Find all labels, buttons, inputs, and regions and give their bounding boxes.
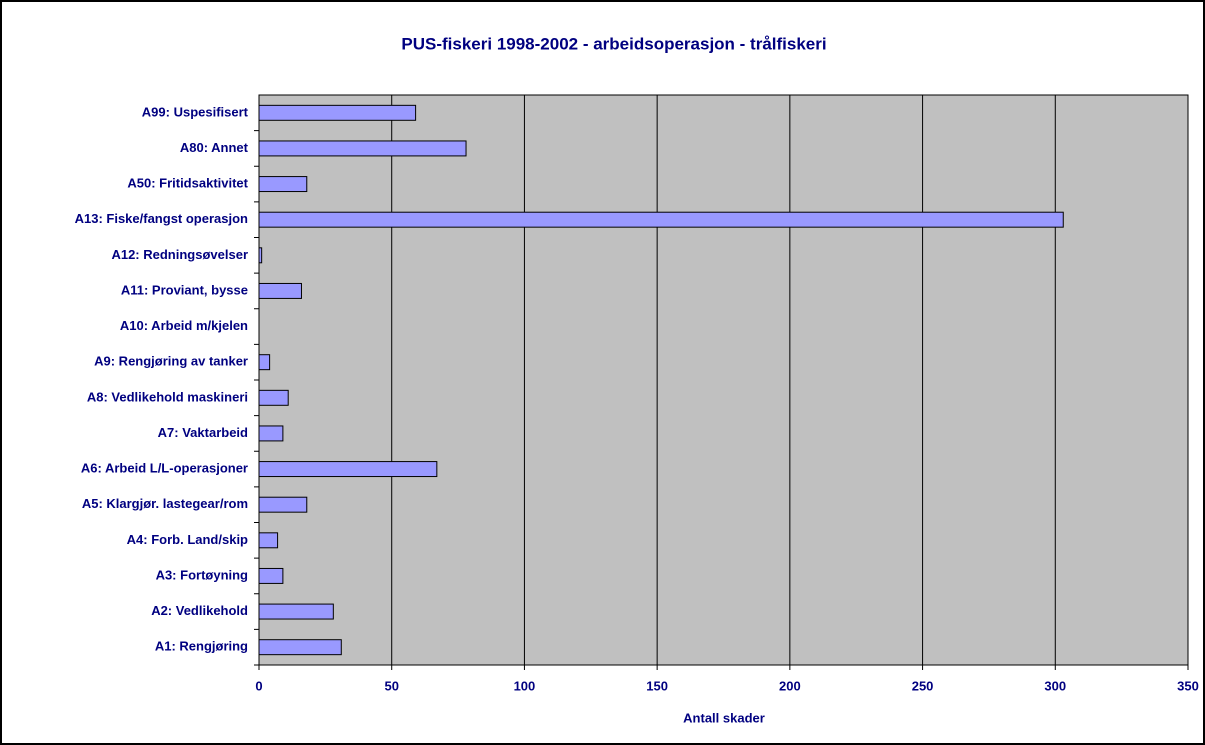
x-tick-label: 300 bbox=[1044, 678, 1066, 693]
bar bbox=[258, 104, 417, 121]
bar bbox=[258, 247, 263, 264]
y-tick-label: A50: Fritidsaktivitet bbox=[127, 176, 248, 191]
x-tick-label: 0 bbox=[255, 678, 262, 693]
bar bbox=[258, 140, 467, 157]
chart-title: PUS-fiskeri 1998-2002 - arbeidsoperasjon… bbox=[401, 34, 826, 53]
plot-area bbox=[259, 95, 1188, 665]
x-axis-title: Antall skader bbox=[683, 710, 765, 725]
bar bbox=[258, 354, 271, 371]
y-tick-label: A3: Fortøyning bbox=[156, 567, 248, 582]
bar bbox=[258, 567, 284, 584]
x-tick-label: 250 bbox=[912, 678, 934, 693]
x-tick-label: 100 bbox=[514, 678, 536, 693]
bar bbox=[258, 603, 334, 620]
y-tick-label: A8: Vedlikehold maskineri bbox=[87, 389, 248, 404]
bar bbox=[258, 176, 308, 193]
y-tick-label: A80: Annet bbox=[180, 140, 249, 155]
bar bbox=[258, 211, 1064, 228]
x-tick-label: 50 bbox=[384, 678, 398, 693]
y-tick-label: A9: Rengjøring av tanker bbox=[94, 354, 248, 369]
y-tick-label: A2: Vedlikehold bbox=[151, 603, 248, 618]
y-tick-label: A4: Forb. Land/skip bbox=[127, 532, 248, 547]
y-tick-label: A7: Vaktarbeid bbox=[158, 425, 248, 440]
x-tick-label: 150 bbox=[646, 678, 668, 693]
bar bbox=[258, 461, 438, 478]
y-tick-label: A5: Klargjør. lastegear/rom bbox=[82, 496, 248, 511]
y-tick-label: A6: Arbeid L/L-operasjoner bbox=[81, 461, 248, 476]
x-tick-label: 200 bbox=[779, 678, 801, 693]
y-tick-label: A99: Uspesifisert bbox=[142, 104, 249, 119]
bar bbox=[258, 532, 279, 549]
y-tick-label: A12: Redningsøvelser bbox=[111, 247, 248, 262]
bar bbox=[258, 496, 308, 513]
y-tick-label: A1: Rengjøring bbox=[155, 639, 248, 654]
x-tick-label: 350 bbox=[1177, 678, 1199, 693]
bar bbox=[258, 639, 342, 656]
bar bbox=[258, 425, 284, 442]
y-tick-label: A13: Fiske/fangst operasjon bbox=[75, 211, 248, 226]
y-tick-label: A10: Arbeid m/kjelen bbox=[120, 318, 248, 333]
y-tick-label: A11: Proviant, bysse bbox=[121, 282, 248, 297]
bar bbox=[258, 389, 289, 406]
bar bbox=[258, 282, 302, 299]
